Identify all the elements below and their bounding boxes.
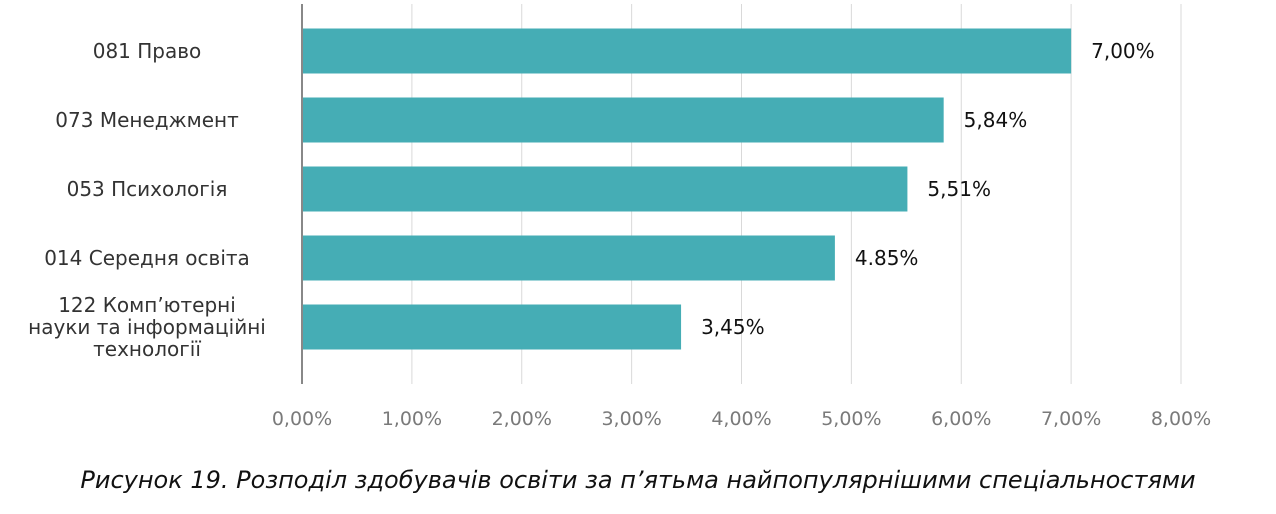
x-tick-label: 8,00% (1151, 408, 1211, 430)
bar (302, 304, 682, 350)
figure-caption: Рисунок 19. Розподіл здобувачів освіти з… (80, 466, 1196, 494)
x-tick-label: 4,00% (711, 408, 771, 430)
category-label: 073 Менеджмент (55, 108, 239, 132)
category-label: 081 Право (93, 39, 202, 63)
category-labels: 081 Право 073 Менеджмент 053 Психологія 014… (28, 39, 266, 361)
value-label: 5,84% (964, 108, 1028, 132)
bars (302, 28, 1072, 350)
x-tick-label: 1,00% (382, 408, 442, 430)
bar (302, 97, 944, 143)
x-tick-label: 6,00% (931, 408, 991, 430)
value-labels: 7,00% 5,84% 5,51% 4.85% 3,45% (701, 39, 1155, 339)
category-label: 014 Середня освіта (44, 246, 250, 270)
x-tick-label: 2,00% (492, 408, 552, 430)
bar-chart: 081 Право 073 Менеджмент 053 Психологія 014… (28, 4, 1211, 430)
bar (302, 166, 908, 212)
x-tick-label: 3,00% (601, 408, 661, 430)
bar (302, 235, 835, 281)
category-label: 053 Психологія (67, 177, 228, 201)
x-tick-label: 7,00% (1041, 408, 1101, 430)
x-tick-label: 0,00% (272, 408, 332, 430)
x-tick-label: 5,00% (821, 408, 881, 430)
value-label: 3,45% (701, 315, 765, 339)
value-label: 5,51% (927, 177, 991, 201)
category-label: 122 Комп’ютерні науки та інформаційні техн… (28, 293, 266, 361)
value-label: 4.85% (855, 246, 919, 270)
value-label: 7,00% (1091, 39, 1155, 63)
bar (302, 28, 1072, 74)
x-tick-labels: 0,00% 1,00% 2,00% 3,00% 4,00% 5,00% 6,00% 7,00%… (272, 408, 1211, 430)
